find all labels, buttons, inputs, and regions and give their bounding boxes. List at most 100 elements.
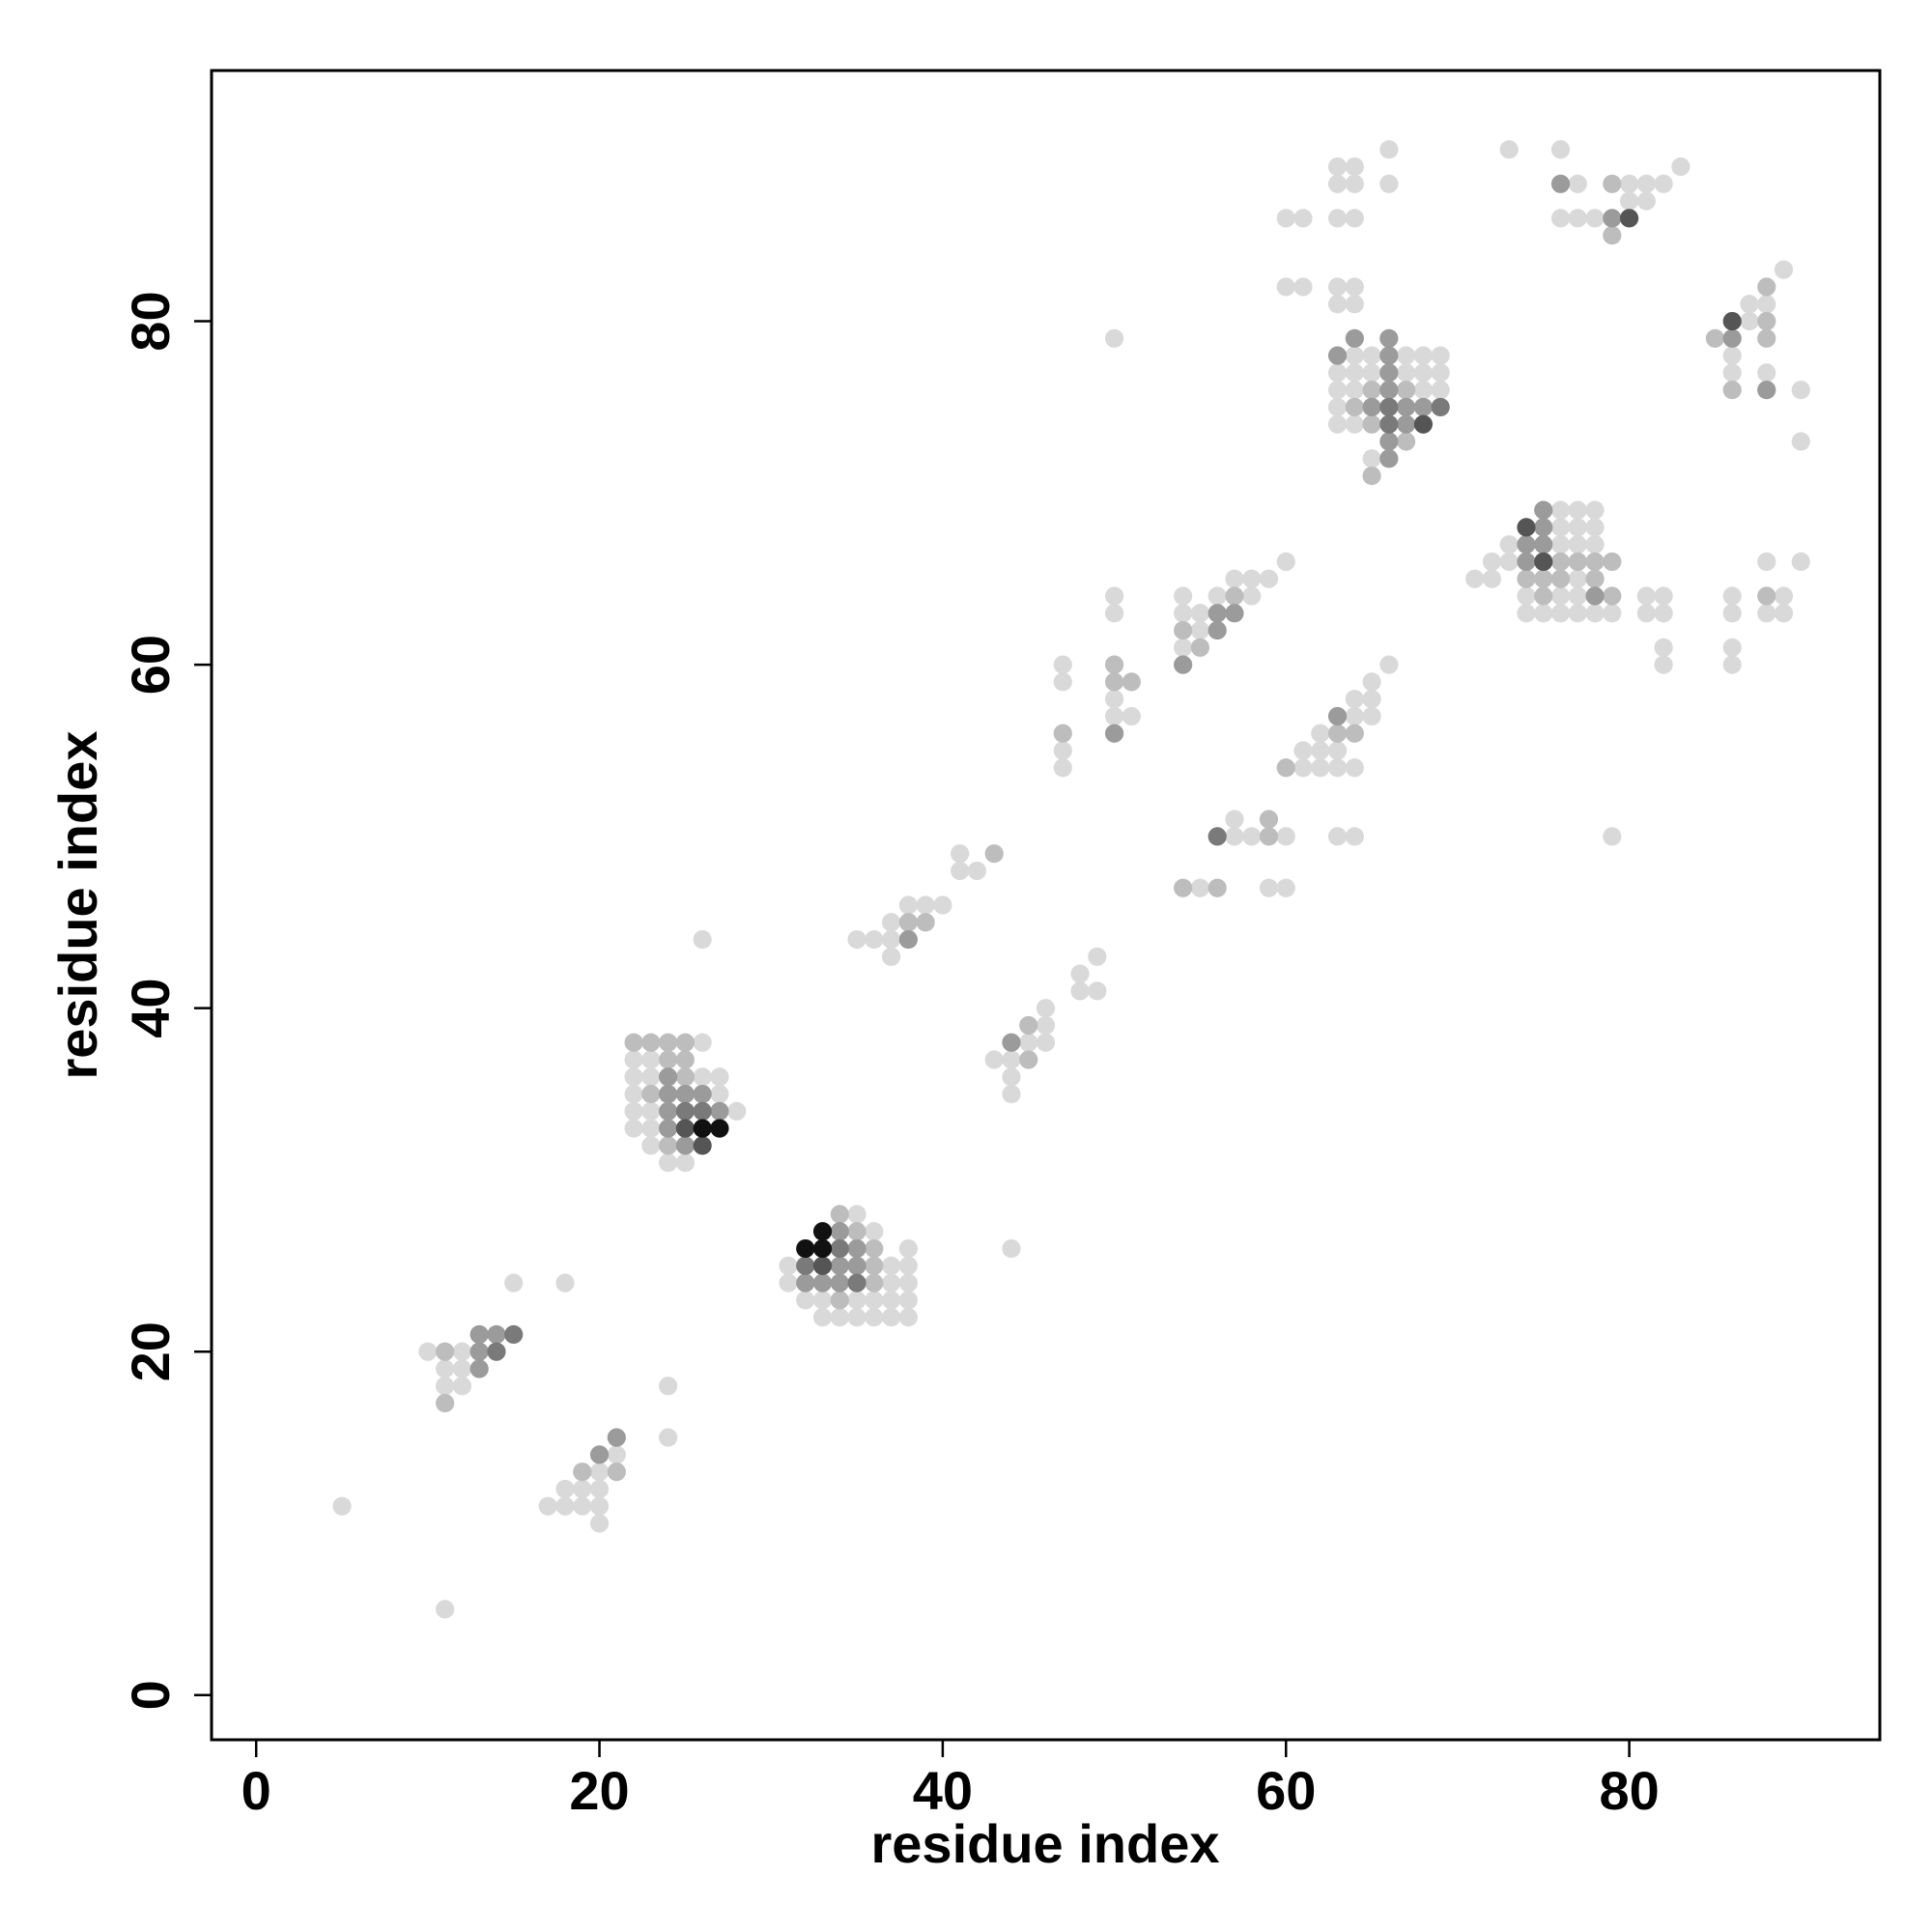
point	[1431, 346, 1450, 365]
point	[607, 1463, 626, 1482]
point	[659, 1050, 678, 1069]
point	[1636, 174, 1656, 193]
point	[624, 1084, 643, 1104]
point	[1088, 981, 1107, 1001]
point	[1722, 346, 1742, 365]
point	[710, 1119, 729, 1138]
point	[1619, 191, 1639, 211]
point	[1362, 363, 1381, 383]
point	[812, 1273, 833, 1293]
point	[538, 1496, 557, 1516]
point	[693, 1084, 712, 1104]
point	[624, 1050, 643, 1069]
point	[1413, 381, 1433, 400]
point	[1397, 381, 1416, 400]
point	[1327, 724, 1348, 743]
point	[1208, 827, 1227, 846]
point	[675, 1153, 695, 1173]
point	[830, 1238, 849, 1259]
point	[881, 929, 901, 950]
y-tick-label: 60	[120, 635, 181, 695]
point	[898, 1273, 918, 1293]
point	[1345, 277, 1364, 297]
x-tick-label: 20	[569, 1760, 629, 1821]
point	[1208, 878, 1227, 897]
point	[1208, 586, 1227, 606]
point	[589, 1514, 610, 1533]
point	[1757, 277, 1776, 297]
point	[1550, 174, 1571, 193]
point	[1603, 174, 1622, 193]
point	[1568, 552, 1587, 572]
point	[1585, 209, 1605, 228]
point	[710, 1101, 729, 1121]
point	[1208, 620, 1227, 640]
point	[675, 1067, 695, 1087]
point	[865, 929, 884, 950]
point	[1517, 535, 1536, 554]
point	[659, 1033, 678, 1052]
point	[1636, 191, 1656, 211]
point	[779, 1273, 798, 1293]
point	[812, 1222, 833, 1241]
point	[1654, 655, 1673, 674]
point	[1242, 569, 1262, 588]
y-tick-label: 40	[120, 979, 181, 1038]
point	[881, 1273, 901, 1293]
point	[1550, 586, 1571, 606]
point	[1174, 604, 1193, 623]
point	[1499, 535, 1519, 554]
point	[504, 1273, 524, 1293]
point	[1568, 586, 1587, 606]
point	[1276, 277, 1295, 297]
point	[1568, 535, 1587, 554]
point	[1002, 1238, 1021, 1259]
point	[1104, 655, 1124, 674]
point	[881, 947, 901, 966]
point	[1019, 1015, 1038, 1036]
point	[1397, 397, 1416, 417]
point	[436, 1377, 455, 1396]
point	[1757, 604, 1776, 623]
point	[693, 1119, 712, 1138]
point	[1379, 397, 1399, 417]
point	[1517, 552, 1536, 572]
point	[659, 1101, 678, 1121]
point	[1517, 586, 1536, 606]
point	[1431, 363, 1450, 383]
point	[1603, 209, 1622, 228]
point	[1242, 827, 1262, 846]
point	[1362, 672, 1381, 692]
point	[1019, 1033, 1038, 1052]
point	[1550, 518, 1571, 537]
point	[1534, 586, 1553, 606]
point	[1603, 226, 1622, 245]
point	[1293, 758, 1313, 778]
point	[1379, 174, 1399, 193]
point	[1379, 655, 1399, 674]
point	[1276, 552, 1295, 572]
point	[1568, 604, 1587, 623]
point	[1379, 363, 1399, 383]
point	[1705, 328, 1725, 348]
point	[1791, 552, 1810, 572]
point	[1174, 878, 1193, 897]
point	[847, 1308, 867, 1327]
y-tick-label: 0	[120, 1680, 181, 1710]
point	[1654, 604, 1673, 623]
point	[436, 1359, 455, 1378]
point	[1190, 604, 1210, 623]
point	[1104, 706, 1124, 726]
point	[881, 1256, 901, 1275]
point	[641, 1050, 661, 1069]
point	[1636, 604, 1656, 623]
point	[1517, 518, 1536, 537]
point	[1327, 414, 1348, 434]
point	[1465, 569, 1485, 588]
point	[1345, 758, 1364, 778]
point	[1293, 209, 1313, 228]
point	[1327, 277, 1348, 297]
point	[1259, 827, 1279, 846]
point	[1104, 604, 1124, 623]
point	[1053, 758, 1072, 778]
